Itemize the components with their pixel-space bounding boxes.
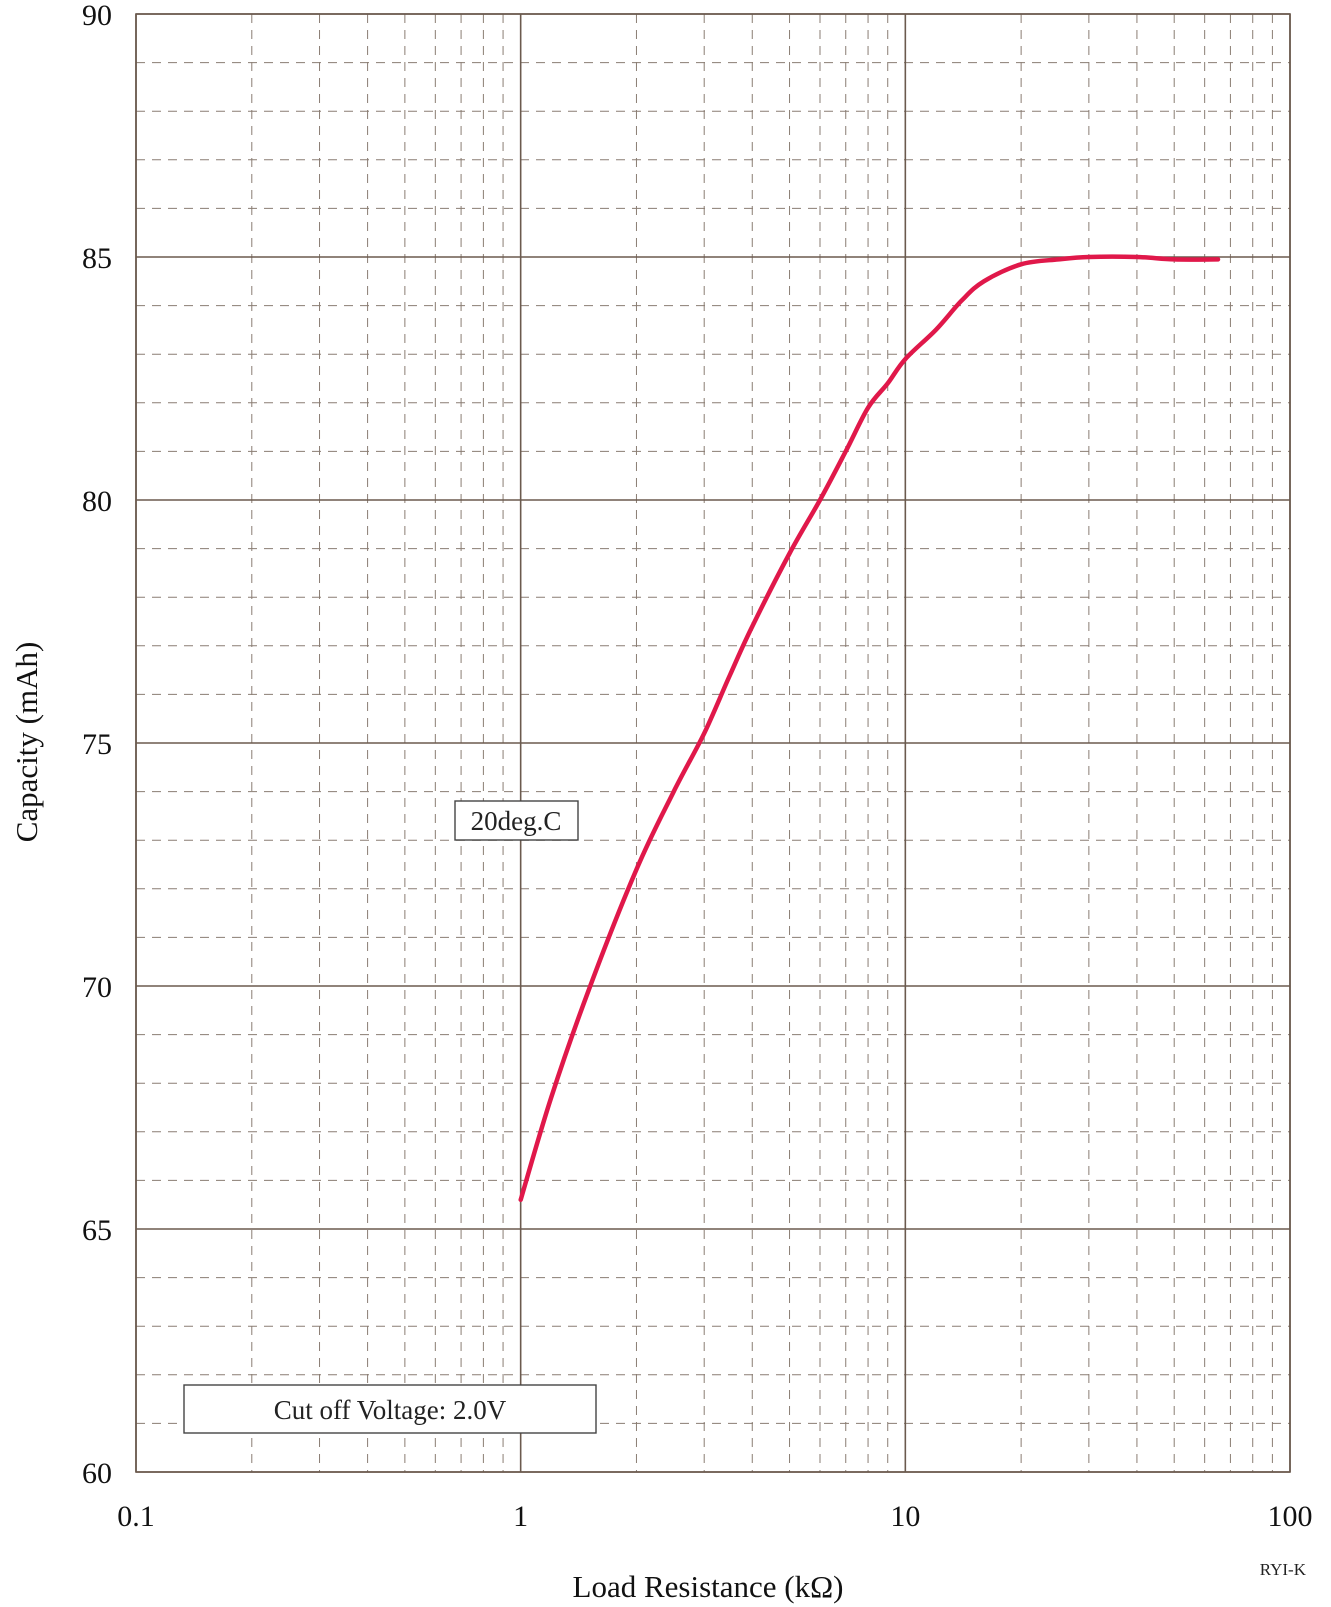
x-tick-label: 100: [1268, 1500, 1313, 1533]
x-tick-label: 1: [513, 1500, 528, 1533]
y-tick-label: 65: [82, 1214, 112, 1247]
series-line: [518, 254, 1221, 1203]
y-tick-label: 70: [82, 971, 112, 1004]
annotation-cutoff: Cut off Voltage: 2.0V: [183, 1384, 597, 1434]
x-axis-title: Load Resistance (kΩ): [573, 1569, 844, 1604]
annotation-temperature-box: [454, 800, 579, 841]
plot-frame: [135, 13, 1291, 1473]
x-tick-labels: 0.1 1 10 100: [117, 1500, 1312, 1533]
y-tick-label: 90: [82, 0, 112, 32]
annotation-temperature: 20deg.C: [454, 800, 579, 841]
major-grid: [135, 13, 1291, 1473]
y-tick-label: 80: [82, 485, 112, 518]
y-tick-label: 60: [82, 1457, 112, 1490]
y-tick-labels: 60 65 70 75 80 85 90: [82, 0, 112, 1490]
annotation-temperature-text: 20deg.C: [471, 806, 562, 836]
y-axis-title: Capacity (mAh): [9, 642, 44, 843]
x-tick-label: 10: [890, 1500, 920, 1533]
corner-code: RYI-K: [1260, 1560, 1307, 1579]
series-layer: [518, 254, 1221, 1203]
y-tick-label: 75: [82, 728, 112, 761]
annotation-cutoff-box: [183, 1384, 597, 1434]
y-tick-label: 85: [82, 242, 112, 275]
annotation-cutoff-text: Cut off Voltage: 2.0V: [274, 1395, 507, 1425]
x-tick-label: 0.1: [117, 1500, 155, 1533]
